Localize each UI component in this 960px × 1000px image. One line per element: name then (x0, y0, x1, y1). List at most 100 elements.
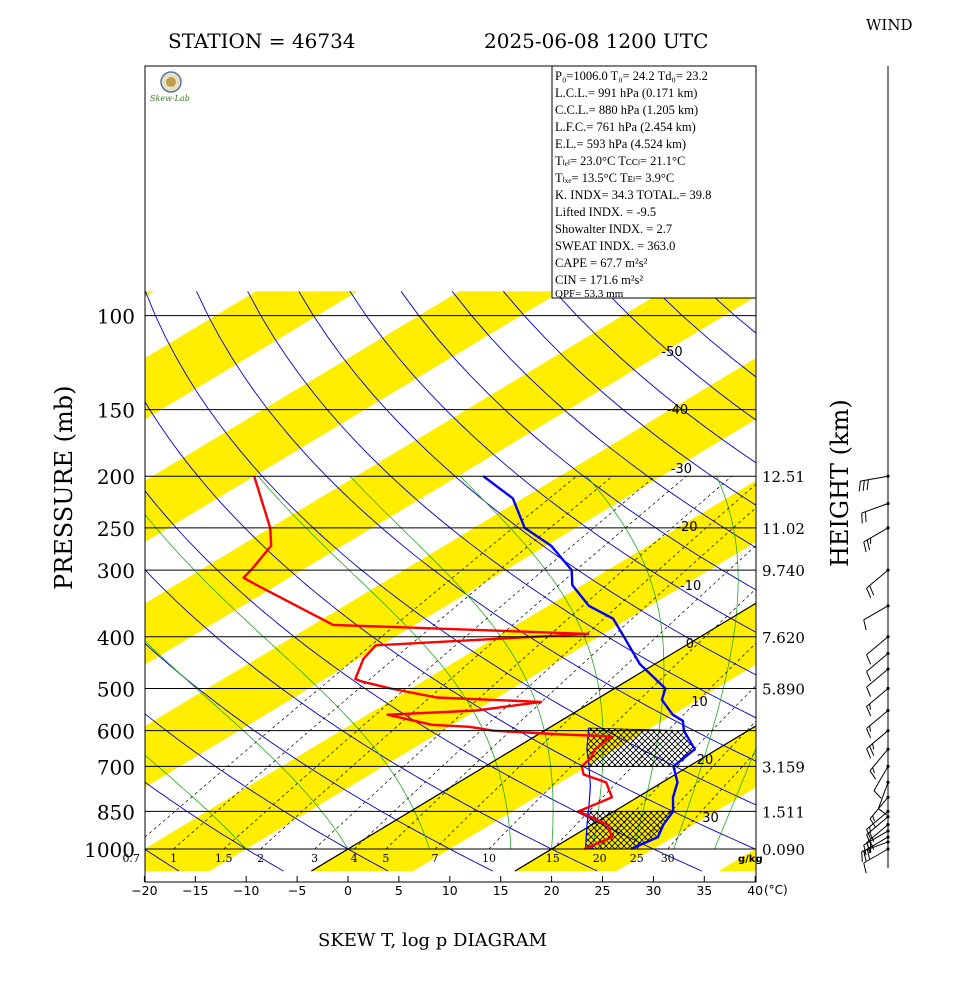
wind-feather (866, 686, 872, 697)
x-tick-label: 10 (442, 883, 458, 898)
wind-feather (869, 745, 875, 756)
isotherm-label: 0 (686, 637, 694, 652)
wind-barb (866, 730, 889, 750)
mixing-ratio-label: 30 (661, 852, 675, 865)
wind-label: WIND (866, 16, 913, 34)
dry-adiabat (298, 291, 756, 676)
x-tick-label: −15 (182, 883, 208, 898)
dry-adiabat (145, 713, 389, 872)
wind-feather (873, 790, 882, 799)
chart-footer-title: SKEW T, log p DIAGRAM (318, 930, 547, 951)
wind-feather (863, 541, 867, 553)
x-tick-label: 25 (595, 883, 611, 898)
index-line: Tₗₓₑ= 13.5°C Tᴇₗ= 3.9°C (555, 171, 674, 185)
wind-barb (860, 475, 889, 482)
wind-feather (864, 511, 867, 523)
indices-box: P₀=1006.0 T₀= 24.2 Td₀= 23.2 L.C.L.= 991… (551, 65, 757, 300)
wind-feather (863, 862, 867, 874)
index-line: K. INDX= 34.3 TOTAL.= 39.8 (555, 188, 711, 202)
wind-feather (863, 844, 867, 856)
pressure-tick-label: 100 (97, 305, 135, 329)
mixing-ratio-label: 20 (593, 852, 607, 865)
mixing-ratio-label: 1.5 (215, 852, 233, 865)
wind-feather (858, 481, 861, 492)
mixing-ratio-line (223, 475, 656, 850)
index-line: C.C.L.= 880 hPa (1.205 km) (555, 103, 698, 117)
mixing-ratio-label: 0.7 (122, 852, 140, 865)
plot-background (145, 291, 960, 872)
isotherm-band (922, 291, 960, 871)
dry-adiabat (145, 569, 598, 872)
wind-feather (861, 851, 863, 862)
plot-axes: 0.7 1 1.5 2 3 4 5 7 10 15 20 25 30 g/kg10015020025030… (84, 65, 805, 898)
height-label: 5.890 (762, 680, 805, 698)
wind-barb (866, 653, 889, 672)
wind-barb (863, 527, 889, 543)
x-tick-label: −5 (288, 883, 306, 898)
mixing-ratio-label: 4 (351, 852, 358, 865)
isotherm-band (145, 291, 756, 665)
datetime-label: 2025-06-08 1200 UTC (484, 29, 708, 53)
isotherm-label: -30 (671, 462, 692, 477)
wind-barb (866, 816, 889, 836)
height-label: 9.740 (762, 562, 805, 580)
pressure-tick-label: 600 (97, 720, 135, 744)
dry-adiabat (145, 642, 494, 872)
mixing-ratio-label: 3 (311, 852, 318, 865)
wind-barb (866, 824, 889, 843)
height-label: 11.02 (762, 520, 805, 538)
wind-barb-column (858, 66, 890, 874)
x-tick-label: 15 (493, 883, 509, 898)
index-line: Tₗₑₗ= 23.0°C Tᴄᴄₗ= 21.1°C (555, 154, 685, 168)
wind-barb (866, 710, 889, 729)
wind-feather (866, 539, 871, 551)
isotherm-band (145, 291, 562, 543)
dry-adiabat (759, 291, 960, 871)
cape-area (586, 727, 696, 767)
dry-adiabat (196, 291, 756, 762)
temperature-line (482, 475, 696, 851)
mixing-ratio-label: 5 (382, 852, 389, 865)
x-tick-label: 35 (696, 883, 712, 898)
x-tick-label: 0 (344, 883, 352, 898)
dewpoint-line (242, 475, 614, 851)
mixing-ratio-label: 7 (432, 852, 439, 865)
height-label: 0.090 (762, 841, 805, 859)
index-line: P₀=1006.0 T₀= 24.2 Td₀= 23.2 (555, 69, 708, 83)
isotherm-label: 20 (697, 753, 714, 768)
height-label: 1.511 (762, 803, 805, 821)
isotherm-band (145, 291, 155, 297)
pressure-tick-label: 250 (97, 517, 135, 541)
wind-feather (866, 479, 869, 491)
mixing-ratio-unit: g/kg (738, 854, 763, 865)
index-line: L.C.L.= 991 hPa (0.171 km) (555, 86, 697, 100)
index-line: Showalter INDX. = 2.7 (555, 222, 672, 236)
wind-feather (869, 585, 875, 596)
mixing-ratio-label: 2 (257, 852, 264, 865)
x-tick-label: 40 (747, 883, 763, 898)
wind-feather (869, 831, 875, 842)
isotherm-label: -10 (680, 579, 701, 594)
wind-feather (866, 748, 872, 759)
dry-adiabat (247, 291, 756, 719)
moist-adiabat (145, 754, 247, 850)
wind-feather (862, 480, 865, 491)
x-unit-label: (°C) (764, 883, 788, 897)
dry-adiabat (861, 291, 960, 871)
wind-barb (866, 569, 889, 589)
zero-isotherm (311, 602, 756, 872)
wind-barb (866, 810, 889, 830)
wind-feather (866, 706, 872, 717)
height-label: 12.51 (762, 468, 805, 486)
wind-barb (863, 836, 889, 852)
dry-adiabat (145, 781, 284, 872)
pressure-tick-label: 500 (97, 677, 135, 701)
dry-adiabat (400, 291, 756, 591)
wind-barb (863, 848, 889, 864)
x-tick-label: −10 (233, 883, 259, 898)
wind-barb (877, 782, 889, 809)
isotherm-label: 10 (691, 695, 708, 710)
height-label: 3.159 (762, 758, 805, 776)
wind-feather (869, 770, 877, 780)
